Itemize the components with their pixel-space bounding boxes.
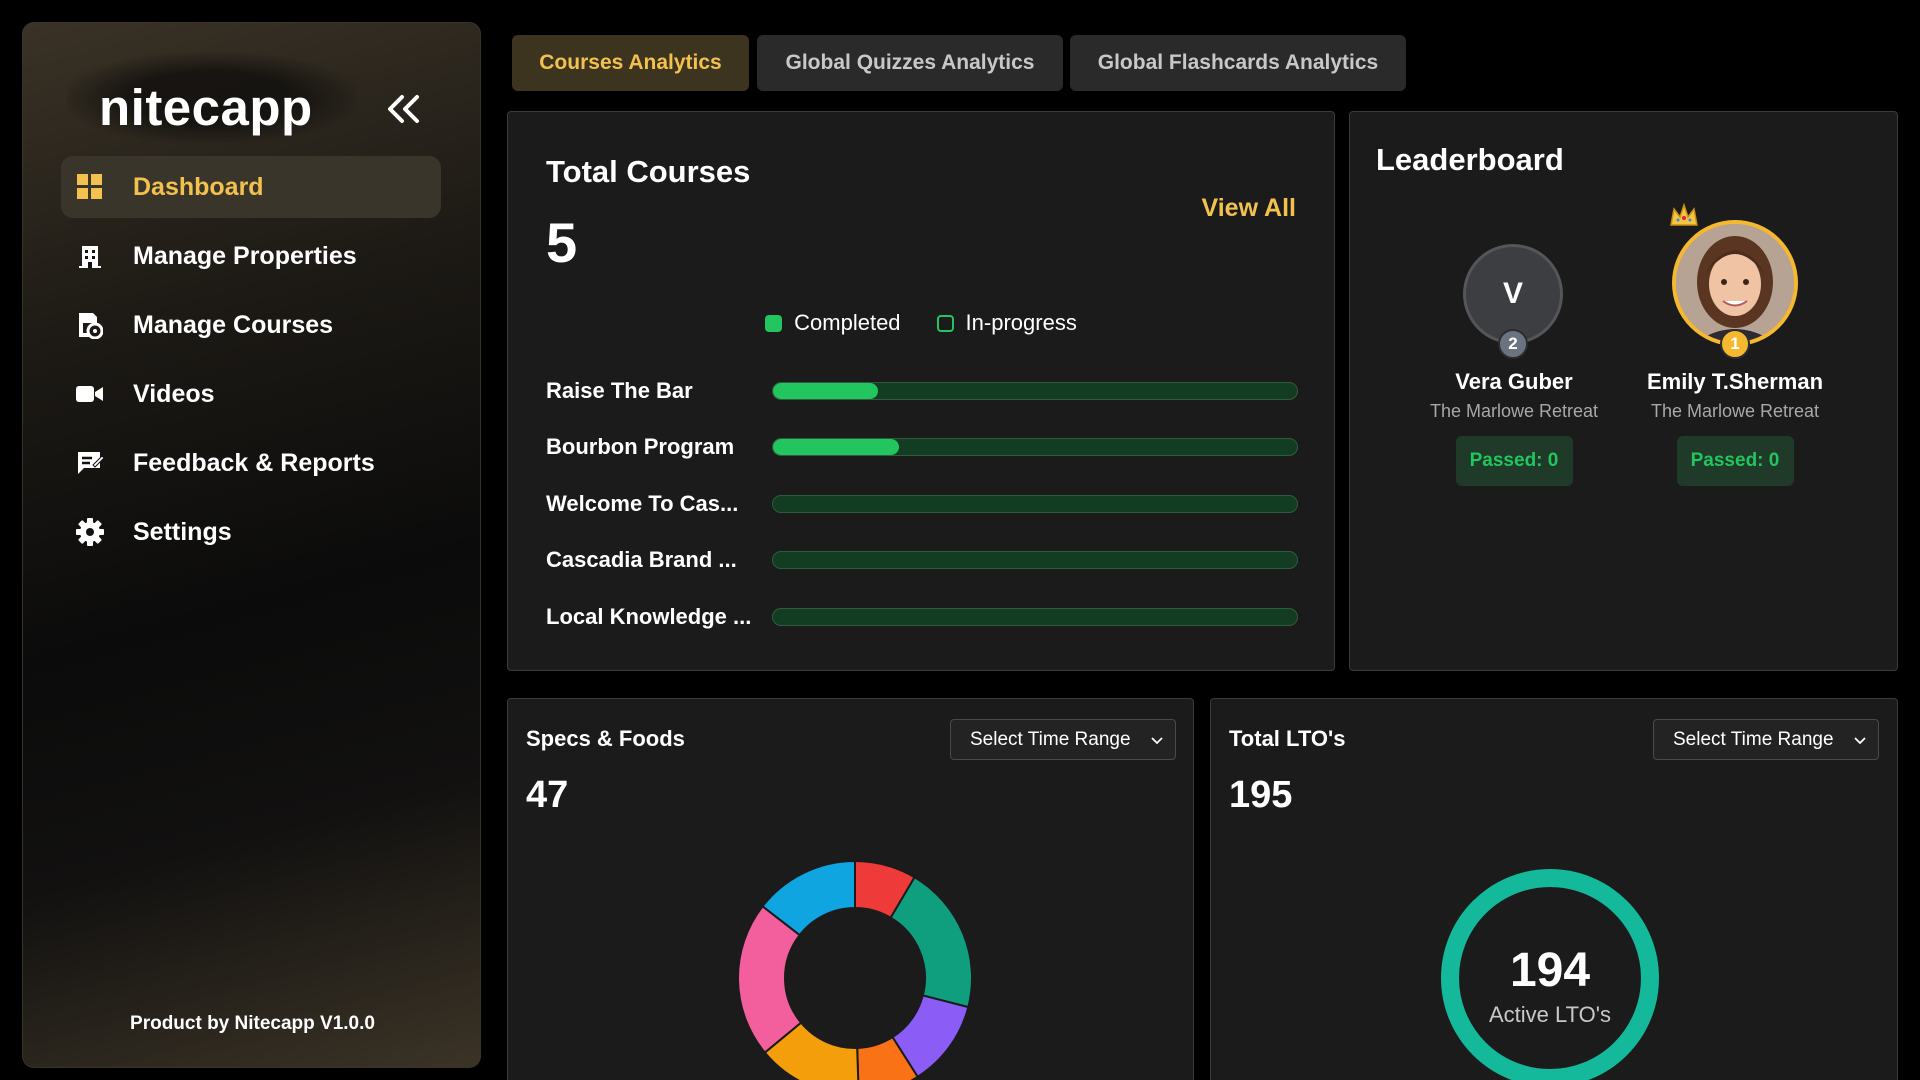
passed-badge: Passed: 0 — [1676, 436, 1794, 486]
sidebar-item-label: Settings — [133, 517, 232, 546]
progress-bar-track — [772, 608, 1298, 626]
sidebar-item-dashboard[interactable]: Dashboard — [61, 156, 441, 218]
tab-global-flashcards-analytics[interactable]: Global Flashcards Analytics — [1070, 35, 1406, 91]
avatar[interactable]: V — [1463, 244, 1563, 344]
progress-bar-track — [772, 382, 1298, 400]
leaderboard-card: Leaderboard V 2 Vera Guber The Marlowe R… — [1349, 111, 1898, 671]
avatar-initial: V — [1502, 277, 1523, 310]
sidebar-item-manage-courses[interactable]: Manage Courses — [61, 294, 441, 356]
course-name: Welcome To Cas... — [546, 491, 739, 516]
crown-icon — [1670, 203, 1698, 226]
legend-in-progress-label: In-progress — [965, 310, 1077, 335]
course-name: Bourbon Program — [546, 434, 735, 459]
sidebar-item-manage-properties[interactable]: Manage Properties — [61, 225, 441, 287]
view-all-link[interactable]: View All — [1201, 194, 1296, 222]
progress-bar-track — [772, 495, 1298, 513]
rank-badge: 2 — [1498, 329, 1528, 359]
course-progress-row: Welcome To Cas... — [546, 486, 1302, 522]
profile-photo — [1676, 224, 1794, 342]
time-range-select[interactable]: Select Time Range — [950, 719, 1176, 760]
avatar[interactable] — [1672, 220, 1798, 346]
leaderboard-name: Emily T.Sherman — [1646, 369, 1824, 394]
sidebar: nitecapp Dashboard Manage Properties Man… — [22, 22, 481, 1068]
time-range-select-label: Select Time Range — [1673, 728, 1834, 750]
specs-foods-card: Specs & Foods 47 Select Time Range — [507, 698, 1194, 1080]
leaderboard-entry: Emily T.Sherman The Marlowe Retreat Pass… — [1635, 365, 1835, 486]
course-name: Raise The Bar — [546, 378, 693, 403]
legend-completed-label: Completed — [794, 310, 901, 335]
donut-segment[interactable] — [889, 875, 973, 1009]
progress-legend: Completed In-progress — [508, 310, 1334, 336]
specs-foods-title: Specs & Foods — [526, 726, 685, 751]
sidebar-item-videos[interactable]: Videos — [61, 363, 441, 425]
product-version: Product by Nitecapp V1.0.0 — [130, 1013, 375, 1034]
active-ltos-label: Active LTO's — [1489, 1002, 1611, 1027]
course-progress-row: Raise The Bar — [546, 373, 1302, 409]
sidebar-item-label: Videos — [133, 379, 215, 408]
gear-icon — [75, 517, 105, 547]
course-progress-row: Cascadia Brand ... — [546, 542, 1302, 578]
progress-bar-track — [772, 551, 1298, 569]
dashboard-icon — [75, 172, 105, 202]
leaderboard-entry: Vera Guber The Marlowe Retreat Passed: 0 — [1414, 365, 1614, 486]
completed-swatch — [765, 314, 783, 332]
progress-bar-fill — [773, 383, 878, 399]
legend-in-progress: In-progress — [936, 310, 1077, 336]
leaderboard-title: Leaderboard — [1376, 142, 1564, 177]
active-ltos-ring-chart — [1441, 869, 1659, 1080]
course-icon — [75, 310, 105, 340]
tab-global-quizzes-analytics[interactable]: Global Quizzes Analytics — [757, 35, 1063, 91]
chevron-down-icon — [1854, 737, 1866, 745]
donut-segment[interactable] — [761, 859, 856, 937]
total-ltos-value: 195 — [1229, 774, 1293, 816]
sidebar-item-label: Manage Properties — [133, 241, 357, 270]
course-name: Cascadia Brand ... — [546, 547, 737, 572]
total-courses-title: Total Courses — [546, 154, 751, 189]
collapse-sidebar-button[interactable] — [379, 85, 427, 133]
leaderboard-property: The Marlowe Retreat — [1650, 401, 1820, 421]
leaderboard-name: Vera Guber — [1455, 369, 1573, 394]
legend-completed: Completed — [765, 310, 901, 336]
course-name: Local Knowledge ... — [546, 604, 752, 629]
course-progress-row: Bourbon Program — [546, 429, 1302, 465]
app-logo: nitecapp — [99, 79, 313, 136]
in-progress-swatch — [936, 314, 954, 332]
tab-courses-analytics[interactable]: Courses Analytics — [512, 35, 749, 91]
active-ltos-count: 194 — [1509, 944, 1591, 997]
video-icon — [75, 379, 105, 409]
active-ltos-ring — [1441, 869, 1659, 1080]
total-courses-card: Total Courses 5 View All Completed In-pr… — [507, 111, 1335, 671]
leaderboard-property: The Marlowe Retreat — [1429, 401, 1599, 421]
specs-foods-donut-chart — [737, 859, 973, 1080]
time-range-select-label: Select Time Range — [970, 728, 1131, 750]
course-progress-row: Local Knowledge ... — [546, 599, 1302, 635]
sidebar-item-settings[interactable]: Settings — [61, 501, 441, 563]
building-icon — [75, 241, 105, 271]
rank-badge: 1 — [1720, 329, 1750, 359]
double-chevron-left-icon — [388, 95, 419, 123]
time-range-select[interactable]: Select Time Range — [1653, 719, 1879, 760]
total-courses-count: 5 — [546, 211, 578, 274]
progress-bar-track — [772, 438, 1298, 456]
total-ltos-card: Total LTO's 195 Select Time Range 194 Ac… — [1210, 698, 1898, 1080]
sidebar-item-feedback-reports[interactable]: Feedback & Reports — [61, 432, 441, 494]
total-ltos-title: Total LTO's — [1229, 726, 1346, 751]
chevron-down-icon — [1151, 737, 1163, 745]
feedback-icon — [75, 448, 105, 478]
sidebar-item-label: Feedback & Reports — [133, 448, 375, 477]
logo-backdrop — [67, 53, 357, 143]
passed-badge: Passed: 0 — [1455, 436, 1573, 486]
sidebar-item-label: Dashboard — [133, 172, 264, 201]
progress-bar-fill — [773, 439, 899, 455]
specs-foods-value: 47 — [526, 774, 569, 816]
sidebar-item-label: Manage Courses — [133, 310, 334, 339]
